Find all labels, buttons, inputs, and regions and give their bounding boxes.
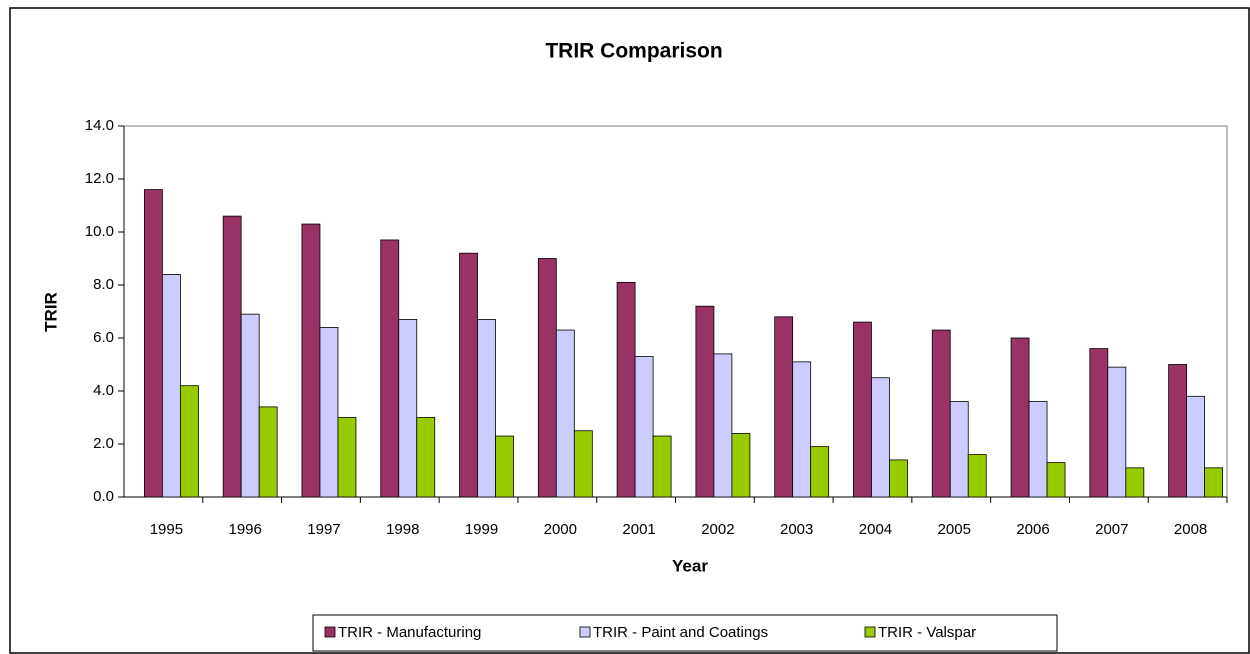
bar: [1125, 467, 1145, 498]
x-tick-label: 1996: [228, 521, 261, 538]
bar: [889, 459, 908, 498]
bar: [337, 417, 357, 498]
bar: [853, 321, 872, 498]
bar: [774, 316, 794, 498]
bar: [398, 319, 418, 498]
x-tick-label: 2003: [780, 521, 813, 538]
bar: [616, 281, 636, 498]
x-axis-label: Year: [672, 556, 708, 575]
x-tick-label: 2008: [1174, 521, 1207, 538]
chart-title: TRIR Comparison: [545, 40, 722, 63]
bar: [301, 223, 321, 498]
bar: [810, 446, 830, 498]
x-tick-label: 2006: [1016, 521, 1049, 538]
bar: [792, 361, 812, 498]
bar: [1168, 364, 1188, 498]
bar: [1010, 337, 1030, 498]
bar: [1204, 467, 1224, 498]
bar: [319, 326, 339, 498]
x-tick-label: 1995: [150, 521, 183, 538]
bar: [652, 435, 672, 498]
bar: [967, 454, 987, 498]
legend-label: TRIR - Manufacturing: [338, 624, 481, 641]
y-tick-label: 14.0: [85, 117, 114, 134]
bar: [179, 385, 199, 498]
bar: [258, 406, 278, 498]
y-tick-label: 4.0: [93, 382, 114, 399]
plot-area: [123, 125, 1228, 498]
bar: [555, 329, 575, 498]
x-tick-label: 2005: [938, 521, 971, 538]
bar: [161, 273, 181, 498]
bar: [1186, 395, 1206, 498]
bar: [1107, 366, 1127, 498]
bar: [871, 377, 890, 498]
bar: [713, 353, 733, 498]
bar: [1028, 401, 1048, 498]
y-tick-label: 12.0: [85, 170, 114, 187]
legend-label: TRIR - Paint and Coatings: [593, 624, 768, 641]
y-tick-label: 2.0: [93, 435, 114, 452]
bar: [573, 430, 593, 498]
bar: [731, 432, 751, 498]
bar: [240, 313, 260, 498]
x-tick-label: 1997: [307, 521, 340, 538]
x-tick-label: 1998: [386, 521, 419, 538]
bar: [459, 252, 478, 498]
bar: [222, 215, 242, 498]
y-tick-label: 0.0: [93, 488, 114, 505]
y-tick-label: 8.0: [93, 276, 114, 293]
bar: [1089, 348, 1109, 498]
bar: [695, 305, 715, 498]
x-tick-label: 2002: [701, 521, 734, 538]
x-tick-label: 2007: [1095, 521, 1128, 538]
legend-box: [312, 614, 1058, 652]
x-tick-label: 1999: [465, 521, 498, 538]
bar: [477, 319, 496, 498]
x-tick-label: 2001: [622, 521, 655, 538]
x-tick-label: 2000: [544, 521, 577, 538]
legend-swatch: [579, 626, 591, 638]
bar: [634, 356, 654, 498]
legend-label: TRIR - Valspar: [878, 624, 976, 641]
bar: [143, 189, 163, 498]
y-tick-label: 10.0: [85, 223, 114, 240]
bar: [537, 258, 557, 498]
y-tick-label: 6.0: [93, 329, 114, 346]
bar: [1046, 462, 1066, 498]
x-tick-label: 2004: [859, 521, 892, 538]
bar: [931, 329, 951, 498]
bar: [416, 417, 436, 498]
bar: [949, 401, 969, 498]
legend-swatch: [324, 626, 336, 638]
bar: [380, 239, 400, 498]
bar: [495, 435, 514, 498]
legend-swatch: [864, 626, 876, 638]
y-axis-label: TRIR: [41, 292, 60, 332]
